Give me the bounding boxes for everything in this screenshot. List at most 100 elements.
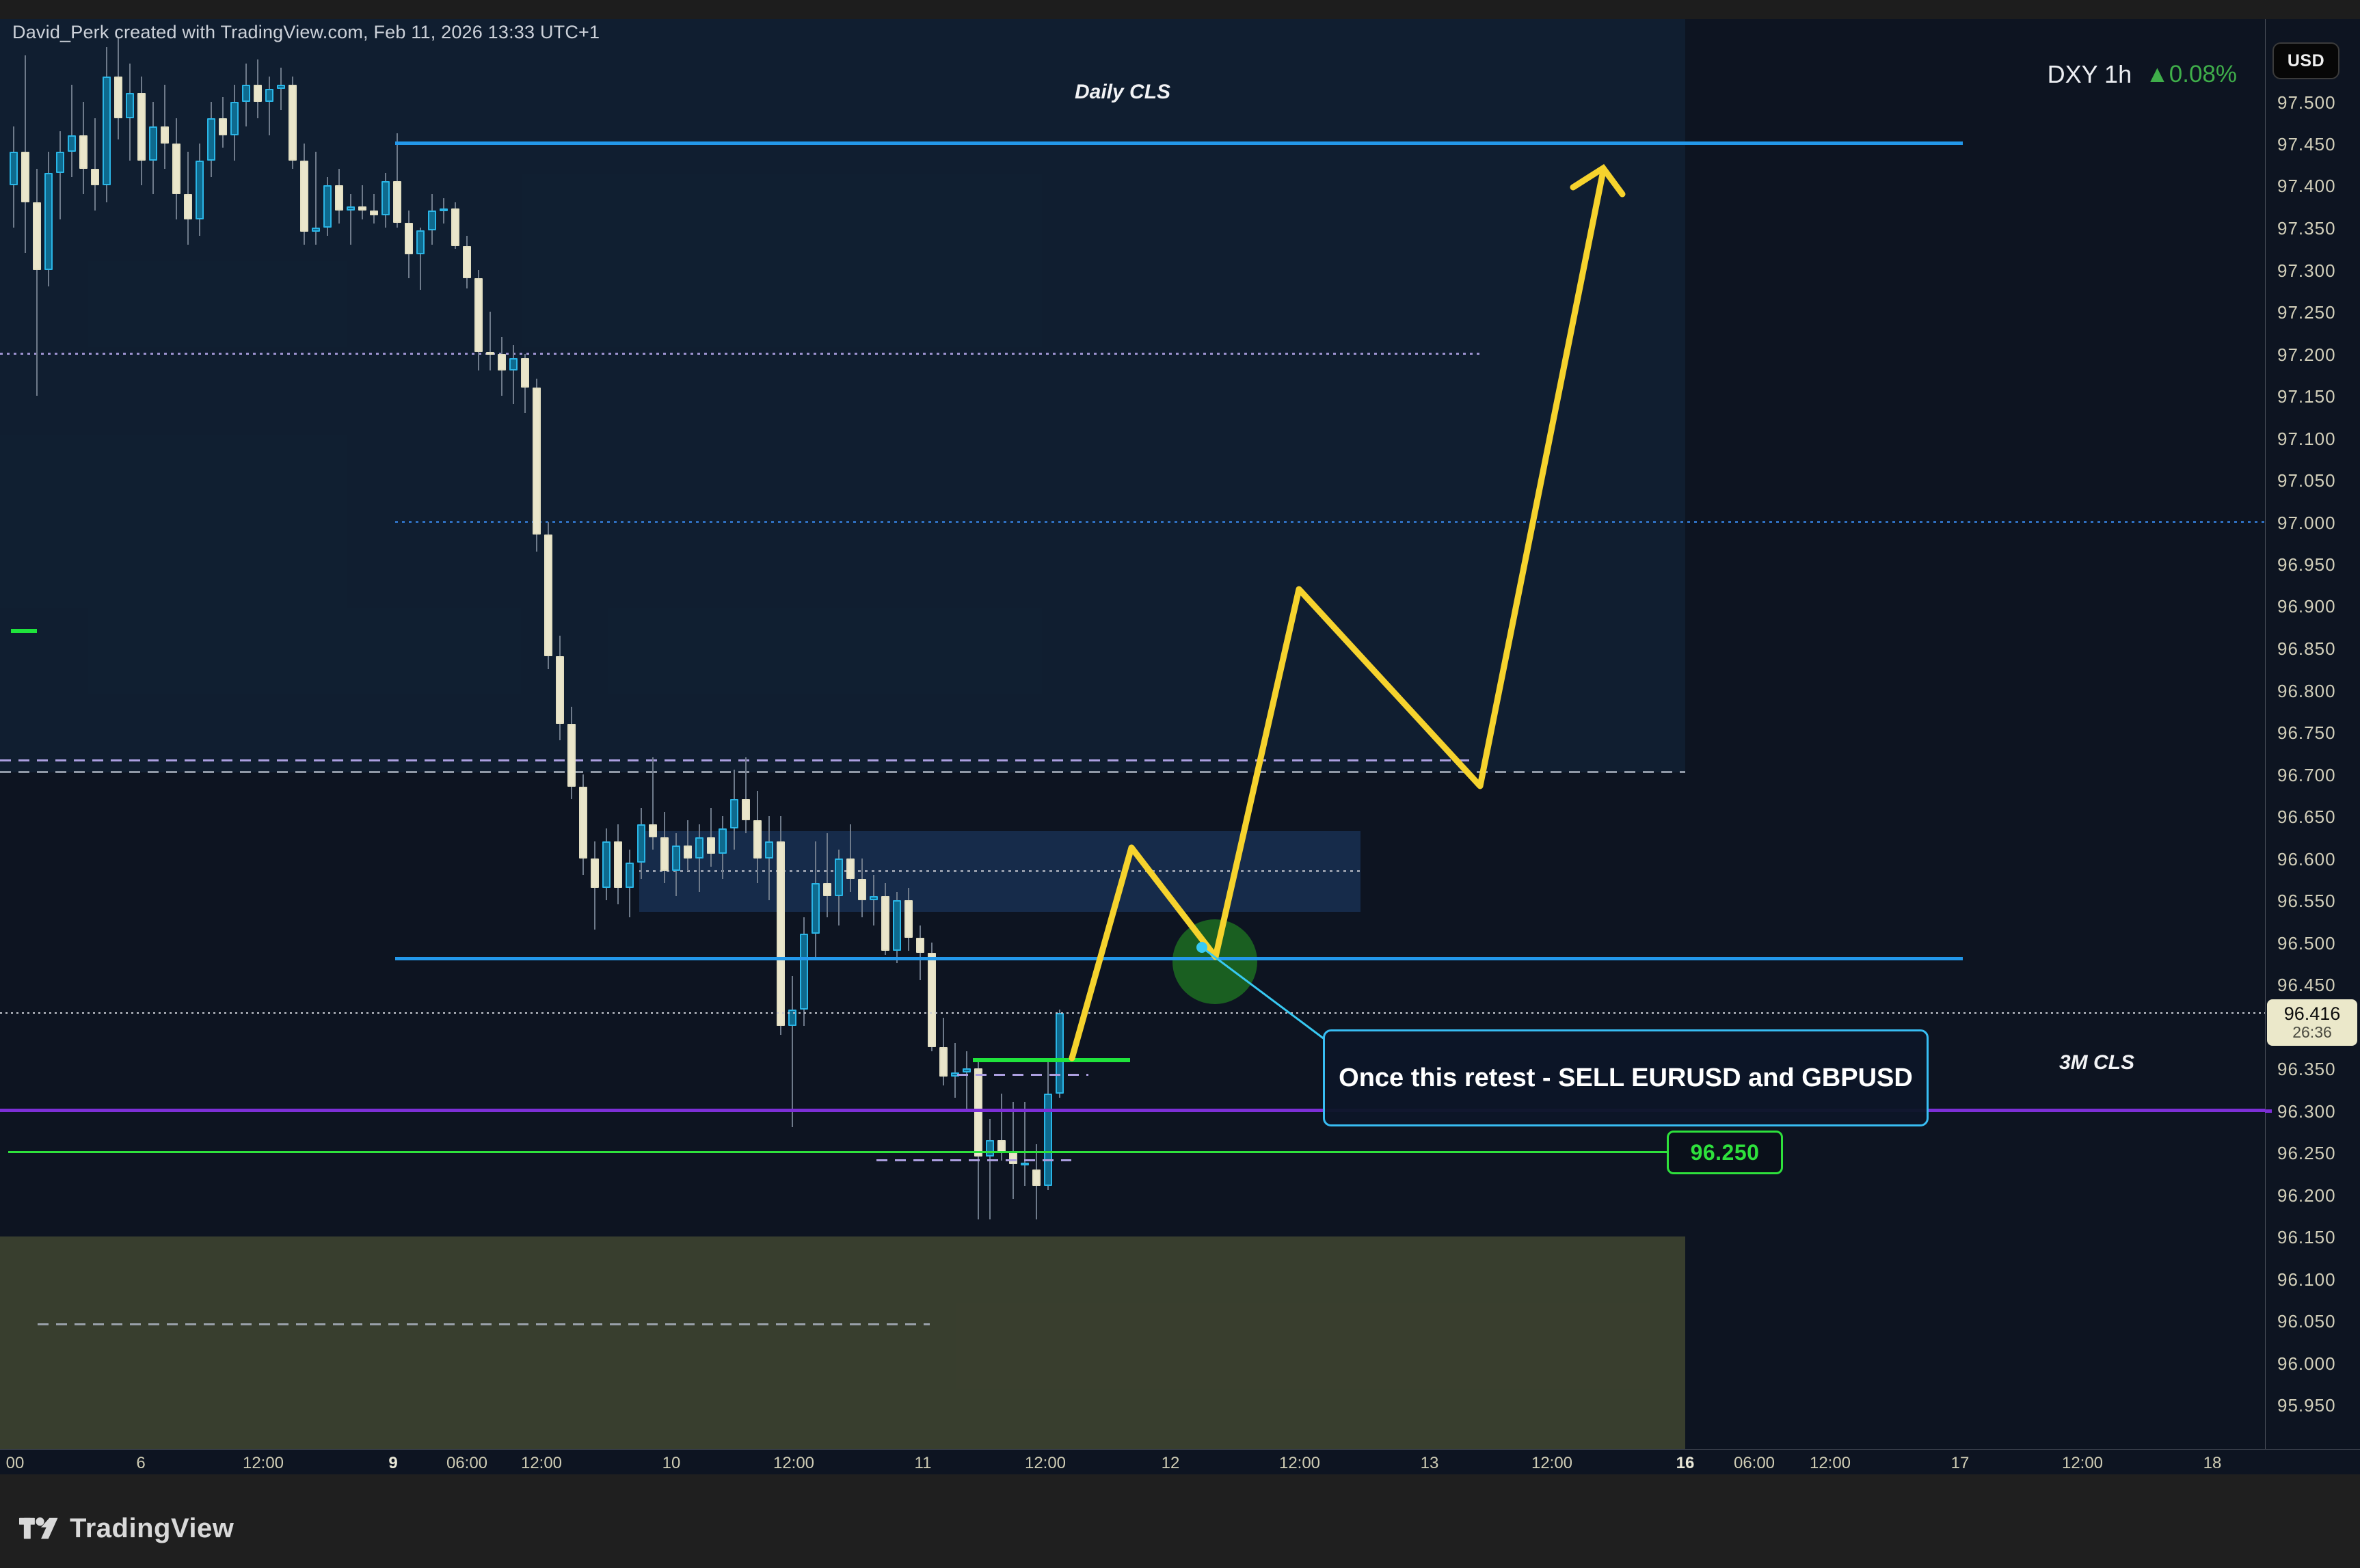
candle-down[interactable] xyxy=(649,824,657,837)
candle-up[interactable] xyxy=(68,135,76,152)
candle-down[interactable] xyxy=(463,246,471,278)
candle-up[interactable] xyxy=(812,883,820,934)
candle-up[interactable] xyxy=(1044,1094,1052,1186)
level-96716-dashed[interactable] xyxy=(0,759,1477,761)
candle-down[interactable] xyxy=(184,194,192,219)
candle-up[interactable] xyxy=(440,208,448,211)
current-price-line[interactable] xyxy=(0,1012,2265,1014)
candle-up[interactable] xyxy=(312,228,320,232)
candle-up[interactable] xyxy=(695,837,703,859)
candle-down[interactable] xyxy=(161,126,169,144)
candle-up[interactable] xyxy=(56,152,64,173)
candle-up[interactable] xyxy=(277,85,285,89)
candle-down[interactable] xyxy=(91,169,99,185)
candle-down[interactable] xyxy=(904,900,913,938)
candle-up[interactable] xyxy=(10,152,18,185)
candle-up[interactable] xyxy=(788,1010,796,1026)
level-96702-dashed[interactable] xyxy=(0,771,1685,773)
candle-down[interactable] xyxy=(1009,1152,1017,1164)
candle-down[interactable] xyxy=(521,358,529,388)
level-97200-dotted[interactable] xyxy=(0,353,1480,355)
lavender-seg-96342[interactable] xyxy=(957,1074,1088,1076)
candle-down[interactable] xyxy=(219,118,227,135)
candle-down[interactable] xyxy=(300,161,308,232)
daily-cls-resistance[interactable] xyxy=(395,141,1963,145)
candle-down[interactable] xyxy=(928,953,936,1047)
purple-3m-level[interactable] xyxy=(0,1109,2265,1112)
candle-down[interactable] xyxy=(289,85,297,161)
candle-up[interactable] xyxy=(323,185,332,228)
price-axis[interactable]: 97.500 97.450 97.400 97.350 97.300 97.250 97.2… xyxy=(2265,19,2360,1474)
candle-down[interactable] xyxy=(370,211,378,215)
candle-up[interactable] xyxy=(242,85,250,102)
candle-up[interactable] xyxy=(416,230,425,254)
candle-down[interactable] xyxy=(858,879,866,900)
time-axis[interactable]: 00 6 12:00 9 06:00 12:00 10 12:00 11 12:00 12 12:00… xyxy=(0,1449,2360,1474)
candle-down[interactable] xyxy=(358,206,366,211)
candle-up[interactable] xyxy=(719,828,727,854)
candle-down[interactable] xyxy=(881,896,889,951)
currency-toggle-button[interactable]: USD xyxy=(2272,42,2339,79)
candle-down[interactable] xyxy=(974,1068,982,1157)
candle-up[interactable] xyxy=(103,77,111,185)
candle-up[interactable] xyxy=(730,799,738,828)
candle-up[interactable] xyxy=(870,896,878,900)
candle-down[interactable] xyxy=(556,656,564,724)
candle-up[interactable] xyxy=(196,161,204,219)
candle-up[interactable] xyxy=(207,118,215,161)
candle-down[interactable] xyxy=(916,938,924,953)
candle-down[interactable] xyxy=(79,135,88,169)
candle-down[interactable] xyxy=(567,724,576,787)
candle-down[interactable] xyxy=(660,837,669,871)
candle-down[interactable] xyxy=(544,535,552,656)
candle-up[interactable] xyxy=(230,102,239,135)
candle-up[interactable] xyxy=(428,211,436,230)
supply-zone-median[interactable] xyxy=(639,870,1360,872)
retest-support[interactable] xyxy=(395,957,1963,960)
candle-up[interactable] xyxy=(149,126,157,161)
candle-up[interactable] xyxy=(765,841,773,859)
candle-up[interactable] xyxy=(963,1068,971,1072)
candle-down[interactable] xyxy=(451,208,459,246)
tradingview-logo[interactable]: TradingView xyxy=(19,1512,234,1545)
candle-down[interactable] xyxy=(474,278,483,352)
candle-down[interactable] xyxy=(533,388,541,535)
candle-down[interactable] xyxy=(1032,1170,1041,1186)
candle-down[interactable] xyxy=(591,859,599,888)
candle-down[interactable] xyxy=(254,85,262,102)
candle-down[interactable] xyxy=(137,93,146,161)
price-level-label-96250[interactable]: 96.250 xyxy=(1667,1131,1783,1174)
candle-down[interactable] xyxy=(846,859,855,879)
candle-up[interactable] xyxy=(800,934,808,1010)
candle-up[interactable] xyxy=(126,93,134,118)
candle-up[interactable] xyxy=(44,173,53,270)
lime-ob-level[interactable] xyxy=(973,1058,1130,1062)
lavender-seg-96240[interactable] xyxy=(876,1159,1071,1161)
candle-down[interactable] xyxy=(777,841,785,1026)
candle-up[interactable] xyxy=(265,89,273,102)
candle-up[interactable] xyxy=(626,863,634,888)
candle-down[interactable] xyxy=(114,77,122,118)
candle-down[interactable] xyxy=(939,1047,948,1077)
candle-up[interactable] xyxy=(672,846,680,871)
candle-down[interactable] xyxy=(335,185,343,211)
candle-down[interactable] xyxy=(753,820,762,859)
candle-up[interactable] xyxy=(986,1140,994,1157)
candle-down[interactable] xyxy=(498,354,506,370)
candle-down[interactable] xyxy=(393,181,401,223)
candle-up[interactable] xyxy=(835,859,843,896)
olive-zone-median[interactable] xyxy=(38,1323,930,1325)
candle-down[interactable] xyxy=(172,144,180,194)
candle-up[interactable] xyxy=(602,841,611,888)
candle-down[interactable] xyxy=(33,202,41,270)
candle-up[interactable] xyxy=(509,358,518,370)
candle-down[interactable] xyxy=(21,152,29,202)
candle-up[interactable] xyxy=(381,181,390,215)
green-96250-level[interactable] xyxy=(8,1151,1667,1153)
lime-left-level[interactable] xyxy=(11,629,37,633)
candle-up[interactable] xyxy=(347,206,355,211)
candle-up[interactable] xyxy=(893,900,901,951)
level-97000-dotted[interactable] xyxy=(395,521,2265,523)
candle-down[interactable] xyxy=(742,799,750,820)
candle-up[interactable] xyxy=(1021,1163,1029,1165)
